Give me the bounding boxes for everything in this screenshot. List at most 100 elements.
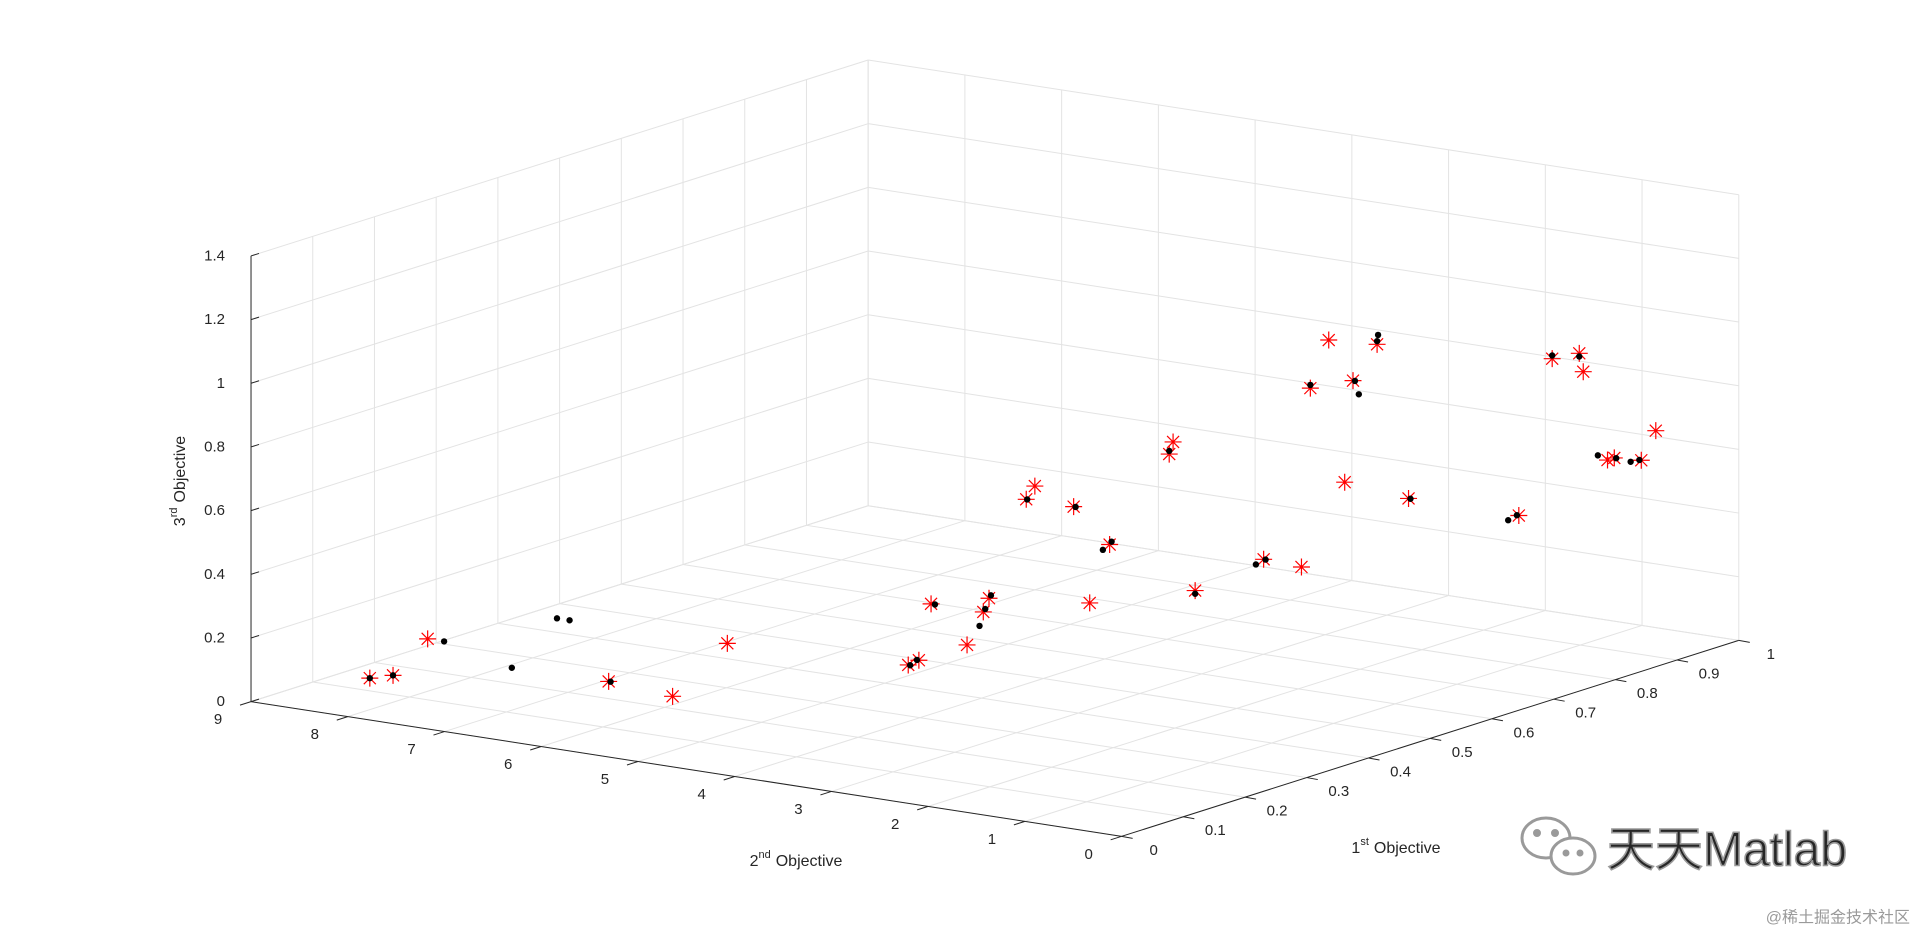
grid-line: [312, 681, 1184, 818]
y-tick: [433, 731, 445, 736]
grid-line: [250, 505, 869, 703]
dot-marker: [1627, 458, 1634, 465]
y-tick: [1013, 820, 1026, 826]
z-tick: [250, 507, 260, 512]
grid-line: [868, 186, 1739, 323]
grid-line: [250, 250, 869, 448]
grid-line: [250, 59, 869, 257]
dot-marker: [440, 638, 448, 645]
x-tick: [1244, 796, 1257, 800]
y-tick-label: 2: [891, 816, 899, 833]
z-tick-label: 1.4: [204, 247, 225, 264]
y-tick: [723, 775, 735, 781]
z-tick: [250, 634, 260, 639]
grid-line: [250, 314, 869, 512]
grid-line: [868, 441, 1739, 578]
z-tick-label: 0.6: [204, 502, 225, 519]
asterisk-marker: [1320, 331, 1338, 349]
grid-line: [868, 123, 1739, 259]
z-tick-label: 0.4: [204, 566, 225, 583]
dot-marker: [1513, 512, 1521, 519]
z-tick: [250, 380, 260, 384]
grid-line: [734, 580, 1352, 777]
axes: 00.10.20.30.40.50.60.70.80.9101234567890…: [204, 247, 1775, 862]
z-tick-label: 0.8: [204, 438, 225, 455]
grid-line: [250, 123, 869, 321]
y-axis-line: [250, 701, 1122, 837]
dot-marker: [1407, 495, 1414, 502]
x-tick: [1553, 698, 1565, 702]
x-tick: [1615, 679, 1627, 683]
grid-line: [868, 59, 1739, 196]
asterisk-marker: [974, 603, 992, 621]
grid-line: [928, 610, 1546, 807]
grid-line: [744, 544, 1616, 681]
x-tick: [1306, 777, 1318, 781]
grid-line: [831, 595, 1449, 792]
dot-marker: [1374, 331, 1382, 339]
y-tick-label: 1: [988, 831, 996, 848]
x-tick-label: 0.9: [1699, 666, 1720, 683]
grid-line: [444, 535, 1062, 733]
grid-line: [347, 520, 966, 718]
dot-marker: [1191, 590, 1199, 597]
x-tick-label: 1: [1767, 646, 1775, 663]
asterisk-marker: [1336, 473, 1354, 491]
dot-marker: [1613, 455, 1620, 462]
grid-line: [868, 314, 1739, 450]
dot-marker: [1307, 381, 1314, 389]
dot-marker: [1636, 456, 1643, 464]
z-tick: [250, 698, 260, 703]
z-tick-label: 0.2: [204, 629, 225, 646]
y-tick: [239, 701, 252, 706]
asterisk-marker: [1101, 536, 1119, 554]
x-tick-label: 0.4: [1390, 763, 1411, 780]
grid-line: [637, 565, 1256, 762]
credit: @稀土掘金技术社区: [1766, 909, 1910, 927]
grid-line: [250, 186, 869, 384]
x-tick-label: 0.6: [1514, 724, 1535, 741]
grid-line: [436, 642, 1307, 779]
asterisk-marker: [922, 595, 940, 613]
dot-marker: [1373, 337, 1381, 345]
dot-marker: [1252, 561, 1260, 568]
grid-line: [374, 661, 1246, 798]
asterisk-marker: [1292, 558, 1310, 576]
y-tick-label: 5: [601, 771, 609, 788]
x-axis-label: 1st Objective: [1351, 836, 1440, 857]
z-tick: [250, 443, 260, 448]
z-tick-label: 1: [217, 375, 225, 392]
z-tick-label: 1.2: [204, 311, 225, 328]
grid-line: [806, 524, 1678, 661]
y-tick: [626, 761, 639, 766]
grid-line: [868, 250, 1739, 387]
x-tick-label: 0.8: [1637, 685, 1658, 702]
x-tick: [1491, 718, 1504, 722]
dot-marker: [1548, 352, 1556, 359]
watermark: 天天Matlab: [1607, 824, 1847, 877]
asterisk-marker: [664, 687, 682, 705]
y-tick-label: 8: [311, 726, 319, 743]
x-tick: [1430, 737, 1442, 741]
grid-line: [250, 377, 869, 575]
grid-line: [1024, 624, 1643, 822]
dot-marker: [976, 622, 983, 630]
y-tick: [1110, 835, 1122, 841]
y-axis-label: 2nd Objective: [750, 849, 843, 870]
x-tick-label: 0.7: [1575, 705, 1596, 722]
dot-marker: [1262, 556, 1269, 563]
dot-marker: [366, 674, 374, 682]
asterisk-marker: [1081, 594, 1099, 612]
asterisk-marker: [419, 630, 437, 648]
x-tick-label: 0: [1149, 842, 1157, 859]
dot-marker: [1504, 517, 1512, 524]
x-tick: [1368, 757, 1380, 761]
y-tick-label: 4: [698, 786, 706, 803]
z-axis-label: 3rdObjective: [168, 436, 189, 526]
grid-line: [868, 505, 1739, 641]
grid-line: [868, 377, 1739, 514]
grid-line: [682, 564, 1554, 700]
